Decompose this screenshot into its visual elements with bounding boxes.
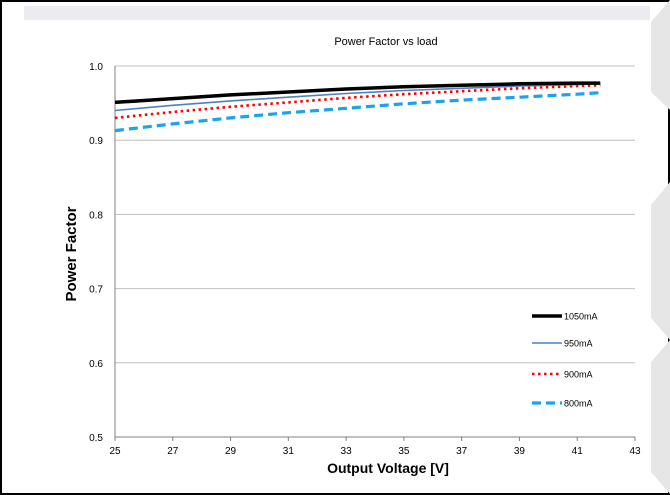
chart-title: Power Factor vs load xyxy=(334,36,437,48)
x-tick-label: 25 xyxy=(109,446,121,457)
x-tick-label: 33 xyxy=(341,446,353,457)
header-strip xyxy=(24,6,650,20)
legend-label-1050mA: 1050mA xyxy=(564,312,598,322)
x-tick-labels: 25 27 29 31 33 35 37 39 41 43 xyxy=(109,446,641,457)
y-tick-label: 1.0 xyxy=(89,62,103,73)
y-axis-label: Power Factor xyxy=(63,206,80,301)
series-lines xyxy=(114,81,601,133)
gridlines xyxy=(115,65,635,364)
y-tick-labels: 0.5 0.6 0.7 0.8 0.9 1.0 xyxy=(89,62,103,444)
x-tick-label: 35 xyxy=(398,446,410,457)
series-line-800mA xyxy=(114,91,601,133)
y-tick-label: 0.8 xyxy=(89,210,103,221)
axes xyxy=(114,66,636,441)
legend-label-950mA: 950mA xyxy=(564,339,593,349)
series-line-1050mA xyxy=(114,81,601,105)
x-axis-label: Output Voltage [V] xyxy=(327,460,449,476)
legend-label-800mA: 800mA xyxy=(564,399,593,409)
y-tick-label: 0.9 xyxy=(89,136,103,147)
y-tick-label: 0.6 xyxy=(89,359,103,370)
edge-decoration xyxy=(651,0,670,110)
y-tick-label: 0.5 xyxy=(89,433,103,444)
x-tick-label: 37 xyxy=(456,446,468,457)
x-tick-label: 43 xyxy=(629,446,641,457)
x-tick-label: 41 xyxy=(572,446,584,457)
edge-decoration xyxy=(651,340,670,494)
legend: 1050mA 950mA 900mA 800mA xyxy=(532,312,598,409)
edge-decoration xyxy=(651,182,670,340)
series-line-900mA xyxy=(114,84,601,120)
y-tick-label: 0.7 xyxy=(89,285,103,296)
x-tick-label: 31 xyxy=(283,446,295,457)
legend-label-900mA: 900mA xyxy=(564,370,593,380)
series-line-950mA xyxy=(114,83,601,112)
x-tick-label: 29 xyxy=(225,446,237,457)
x-tick-label: 27 xyxy=(167,446,179,457)
x-tick-label: 39 xyxy=(514,446,526,457)
